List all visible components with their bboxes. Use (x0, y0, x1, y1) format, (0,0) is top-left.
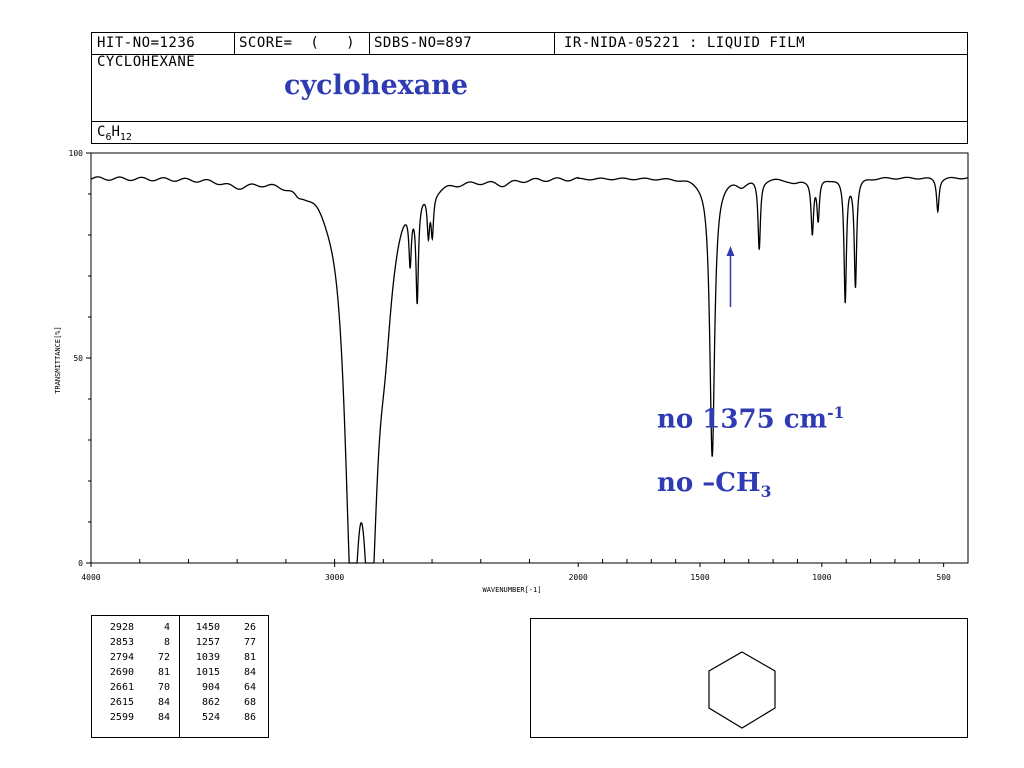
peak-wavenumber: 904 (201, 682, 220, 693)
ir-spectrum-chart: 4000 3000 2000 1500 1000 500 0 50 100 TRANSMITTA… (54, 149, 969, 594)
peak-row: 2599 84 (102, 710, 170, 725)
annotation-arrowhead (726, 246, 735, 256)
peak-wavenumber: 1039 (195, 652, 220, 663)
peak-row: 2794 72 (102, 650, 170, 665)
peak-wavenumber: 862 (201, 697, 220, 708)
peak-wavenumber: 2599 (109, 712, 134, 723)
compound-name: CYCLOHEXANE (97, 54, 196, 70)
structure-box (530, 618, 968, 738)
y-tick-label: 0 (78, 559, 83, 568)
x-tick-label: 1500 (690, 573, 709, 582)
divider (369, 33, 370, 54)
peak-wavenumber: 1450 (195, 622, 220, 633)
peak-wavenumber: 524 (201, 712, 220, 723)
peak-table-divider (179, 616, 180, 737)
y-axis-label: TRANSMITTANCE[%] (54, 326, 62, 393)
peak-wavenumber: 2853 (109, 637, 134, 648)
peak-transmittance: 81 (243, 652, 256, 663)
peak-table: 2928 4 2853 8 2794 72 2690 81 2661 70 2615 84 2599 84… (91, 615, 269, 738)
score: SCORE= ( ) (239, 35, 356, 51)
peak-transmittance: 81 (157, 667, 170, 678)
x-tick-label: 2000 (569, 573, 588, 582)
annotation-title: cyclohexane (284, 70, 469, 101)
peak-row: 1039 81 (188, 650, 256, 665)
peak-row: 2928 4 (102, 620, 170, 635)
peak-wavenumber: 1257 (195, 637, 220, 648)
peak-transmittance: 70 (157, 682, 170, 693)
peak-transmittance: 72 (157, 652, 170, 663)
peak-row: 2690 81 (102, 665, 170, 680)
peak-transmittance: 26 (243, 622, 256, 633)
peak-row: 2661 70 (102, 680, 170, 695)
note1-superscript: -1 (827, 403, 845, 422)
peak-transmittance: 84 (157, 712, 170, 723)
x-tick-label: 1000 (812, 573, 831, 582)
note2-text: no –CH (657, 468, 761, 498)
divider (234, 33, 235, 54)
divider (554, 33, 555, 54)
peak-wavenumber: 2794 (109, 652, 134, 663)
peak-table-left: 2928 4 2853 8 2794 72 2690 81 2661 70 2615 84 2599 84 (102, 620, 170, 725)
peak-row: 524 86 (188, 710, 256, 725)
transmittance-trace (90, 176, 969, 564)
peak-transmittance: 8 (163, 637, 170, 648)
formula-h: H (111, 124, 120, 140)
cyclohexane-structure-icon (708, 651, 776, 729)
annotation-no-ch3: no –CH3 (657, 468, 771, 501)
formula-c: C (97, 124, 106, 140)
x-tick-label: 500 (936, 573, 951, 582)
peak-transmittance: 86 (243, 712, 256, 723)
peak-transmittance: 68 (243, 697, 256, 708)
peak-table-right: 1450 26 1257 77 1039 81 1015 84 904 64 862 68 524 86 (188, 620, 256, 725)
peak-row: 862 68 (188, 695, 256, 710)
peak-transmittance: 4 (163, 622, 170, 633)
peak-row: 1257 77 (188, 635, 256, 650)
peak-row: 1450 26 (188, 620, 256, 635)
x-axis-label: WAVENUMBER[-1] (482, 586, 541, 594)
peak-wavenumber: 1015 (195, 667, 220, 678)
peak-wavenumber: 2615 (109, 697, 134, 708)
peak-row: 2853 8 (102, 635, 170, 650)
plot-frame (90, 152, 969, 564)
y-tick-label: 100 (69, 149, 84, 158)
peak-transmittance: 64 (243, 682, 256, 693)
peak-transmittance: 84 (243, 667, 256, 678)
peak-transmittance: 77 (243, 637, 256, 648)
x-tick-label: 4000 (81, 573, 100, 582)
formula-h-sub: 12 (119, 131, 132, 143)
peak-wavenumber: 2928 (109, 622, 134, 633)
hit-number: HIT-NO=1236 (97, 35, 196, 51)
sdbs-number: SDBS-NO=897 (374, 35, 473, 51)
formula-row: C6H12 (92, 121, 967, 143)
peak-wavenumber: 2690 (109, 667, 134, 678)
x-tick-label: 3000 (325, 573, 344, 582)
peak-wavenumber: 2661 (109, 682, 134, 693)
peak-row: 904 64 (188, 680, 256, 695)
peak-row: 1015 84 (188, 665, 256, 680)
y-tick-label: 50 (73, 354, 83, 363)
ir-info: IR-NIDA-05221 : LIQUID FILM (564, 35, 806, 51)
spectrum-header: HIT-NO=1236 SCORE= ( ) SDBS-NO=897 IR-NI… (91, 32, 968, 144)
formula-c-sub: 6 (105, 131, 112, 143)
annotation-no-1375: no 1375 cm-1 (657, 403, 844, 435)
note1-text: no 1375 cm (657, 404, 828, 435)
note2-subscript: 3 (760, 482, 772, 502)
peak-row: 2615 84 (102, 695, 170, 710)
molecular-formula: C6H12 (97, 122, 132, 148)
header-row: HIT-NO=1236 SCORE= ( ) SDBS-NO=897 IR-NI… (92, 33, 967, 55)
peak-transmittance: 84 (157, 697, 170, 708)
